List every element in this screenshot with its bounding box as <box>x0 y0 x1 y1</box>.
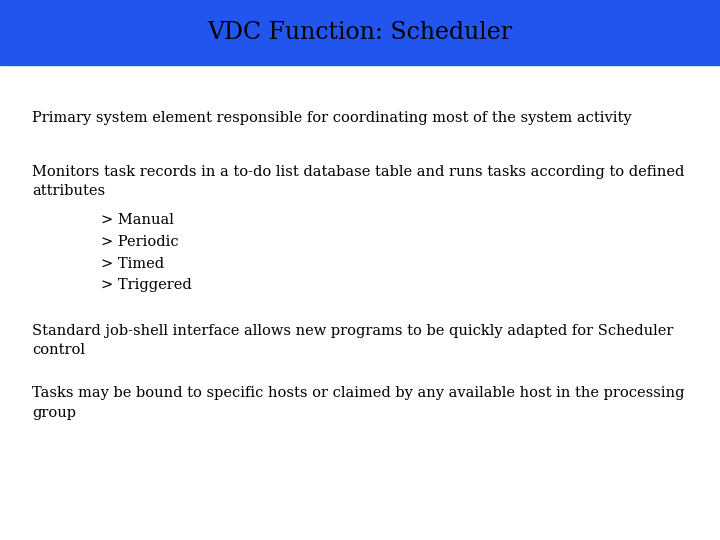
Text: Tasks may be bound to specific hosts or claimed by any available host in the pro: Tasks may be bound to specific hosts or … <box>32 386 685 420</box>
Text: > Manual: > Manual <box>101 213 174 227</box>
Text: Primary system element responsible for coordinating most of the system activity: Primary system element responsible for c… <box>32 111 632 125</box>
Text: > Timed: > Timed <box>101 256 164 271</box>
Text: VDC Function: Scheduler: VDC Function: Scheduler <box>207 21 513 44</box>
Bar <box>0 0 720 65</box>
Text: > Triggered: > Triggered <box>101 278 192 292</box>
Text: > Periodic: > Periodic <box>101 235 179 249</box>
Text: Standard job-shell interface allows new programs to be quickly adapted for Sched: Standard job-shell interface allows new … <box>32 324 674 357</box>
Text: Monitors task records in a to-do list database table and runs tasks according to: Monitors task records in a to-do list da… <box>32 165 685 198</box>
